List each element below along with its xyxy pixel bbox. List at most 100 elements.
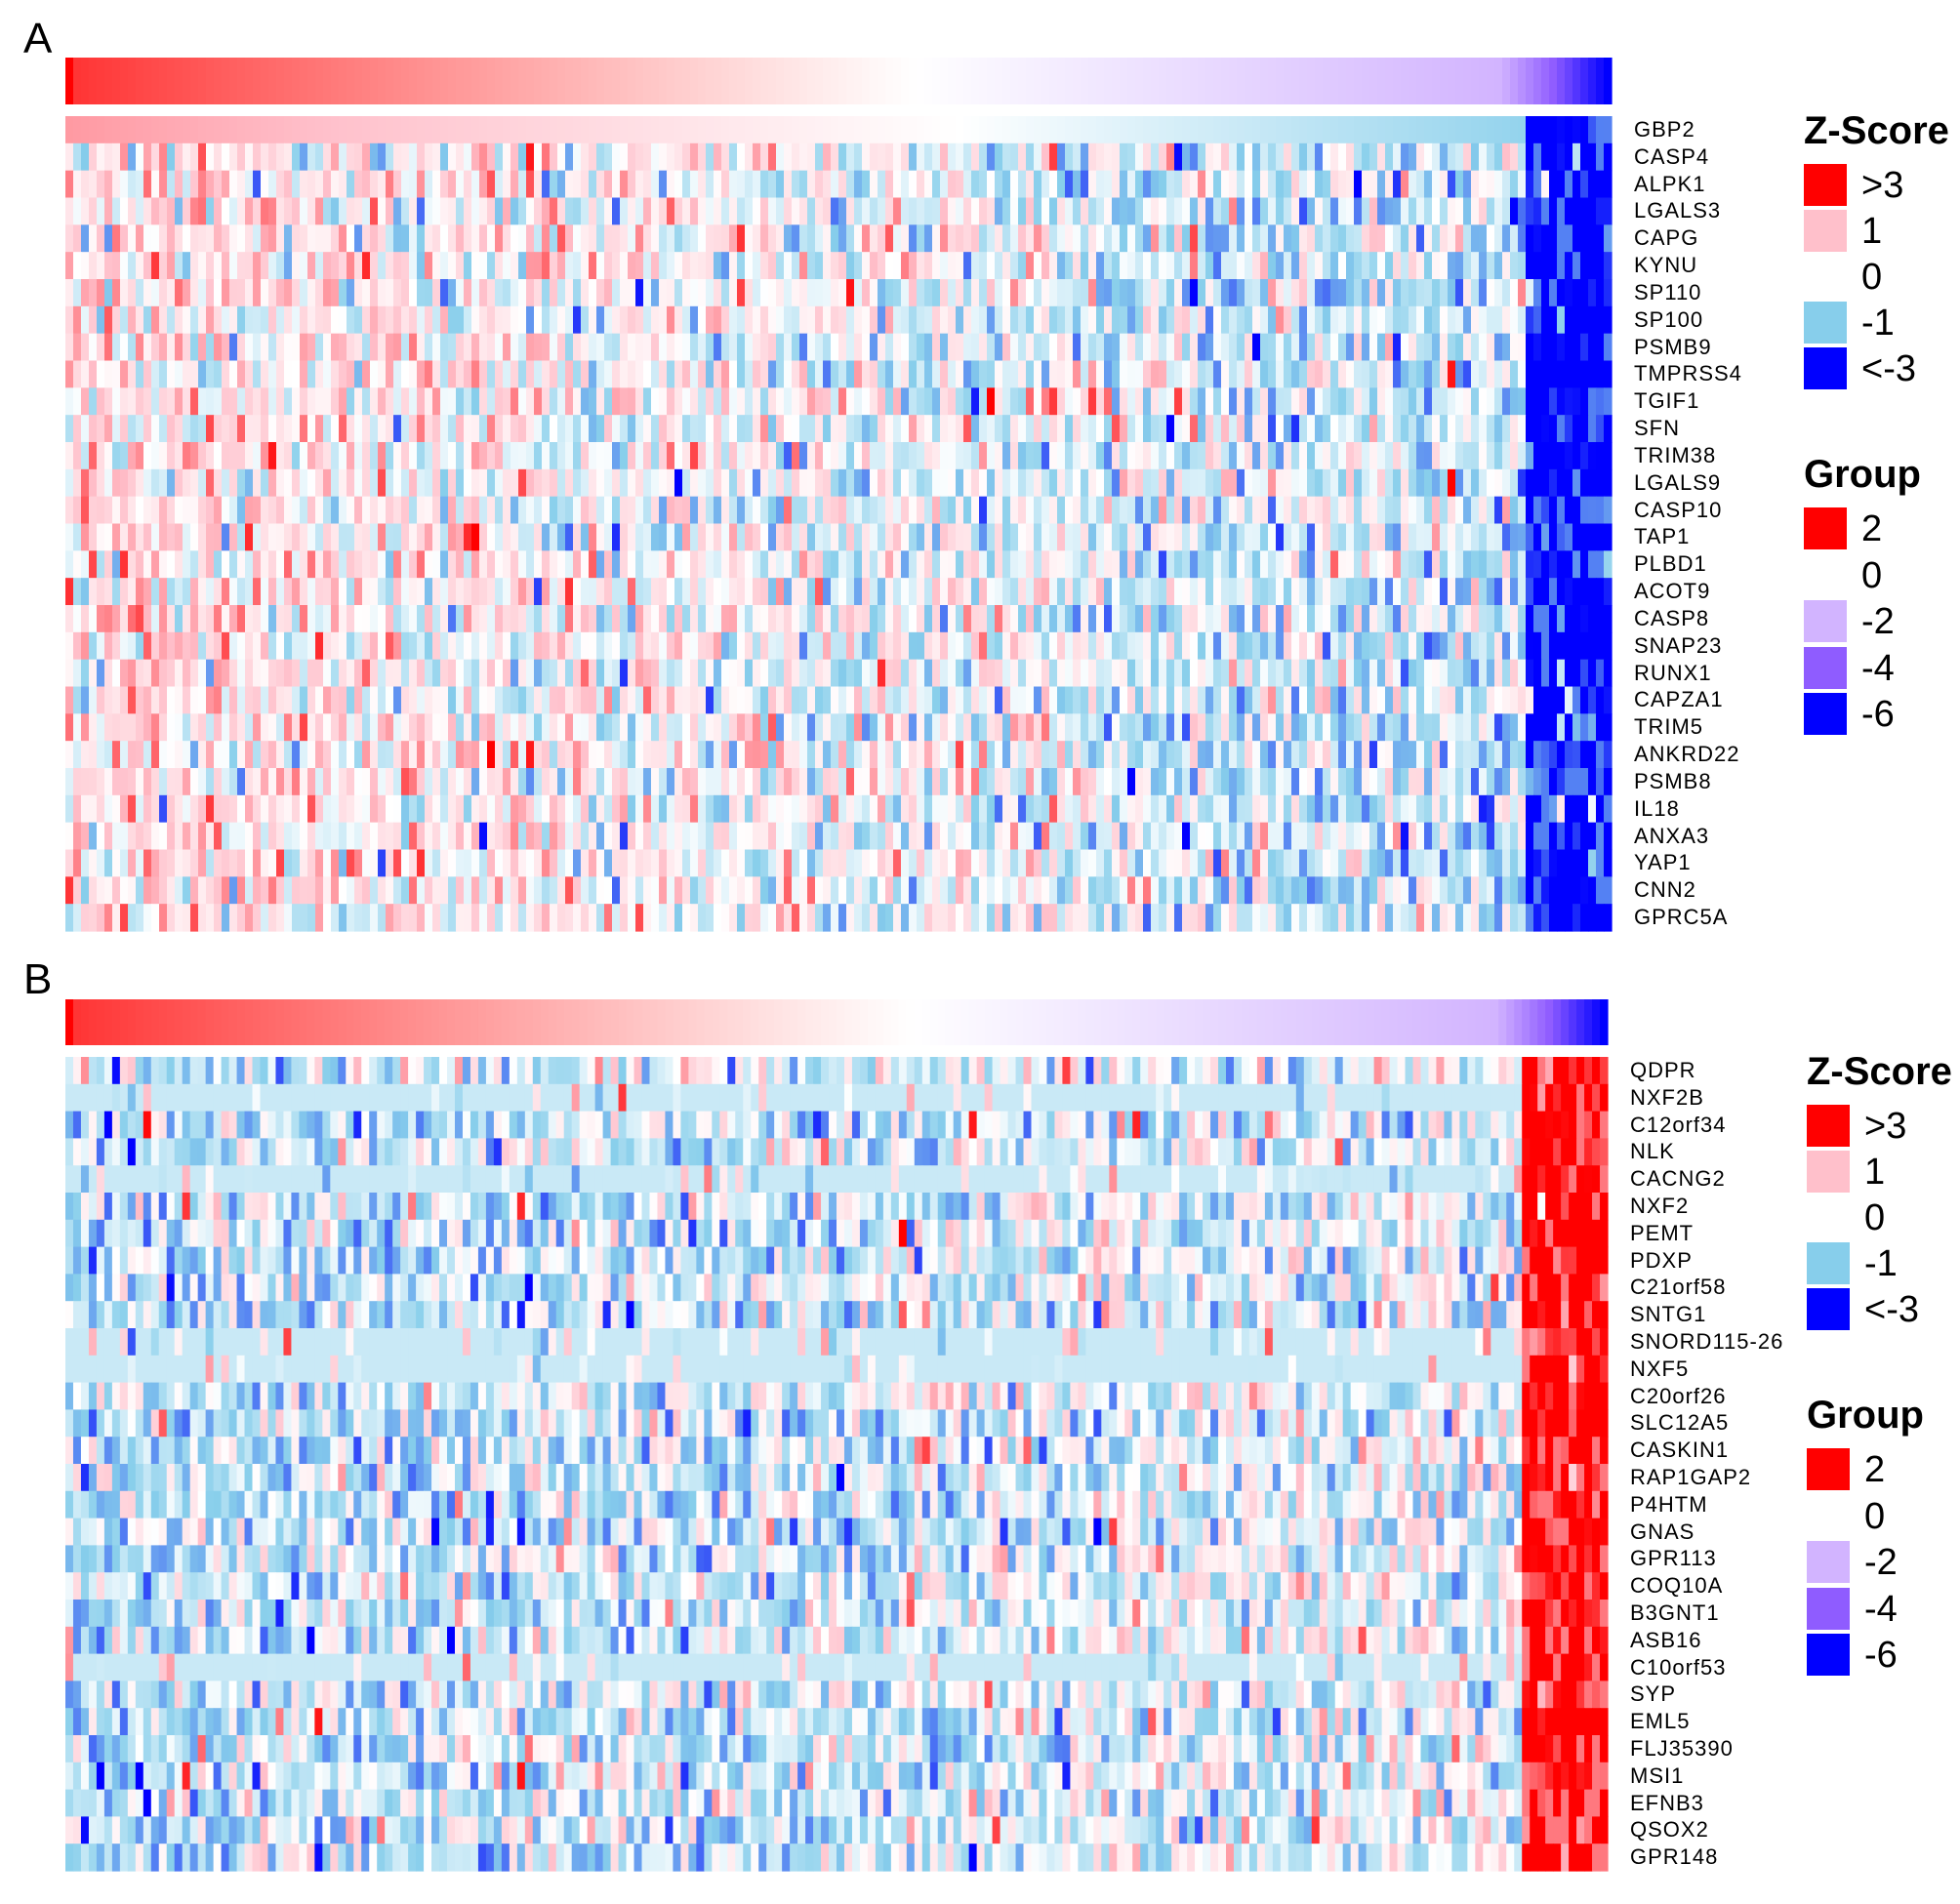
heatmap-cell [1166,686,1175,714]
heatmap-cell [1018,279,1027,307]
heatmap-cell [229,713,238,742]
heatmap-cell [1424,305,1433,335]
heatmap-cell [136,686,144,714]
heatmap-cell [1018,333,1027,362]
heatmap-cell [1213,252,1222,280]
heatmap-cell [745,387,754,416]
group-cell [604,58,613,104]
heatmap-cell [901,387,910,416]
heatmap-cell [729,523,738,551]
heatmap-cell [643,442,652,470]
heatmap-cell [893,360,902,388]
heatmap-cell [362,496,371,525]
heatmap-cell [878,197,886,225]
heatmap-cell [222,659,230,688]
heatmap-cell [659,387,668,416]
heatmap-cell [1104,197,1113,225]
heatmap-cell [667,142,675,172]
heatmap-cell [292,333,301,362]
heatmap-cell [846,279,855,307]
heatmap-cell [1081,468,1089,498]
heatmap-cell [1245,116,1253,144]
heatmap-cell [1424,550,1433,579]
gene-label: MSI1 [1630,1762,1685,1788]
heatmap-cell [175,224,184,253]
heatmap-cell [81,605,90,633]
heatmap-cell [1377,442,1386,470]
heatmap-cell [214,224,223,253]
heatmap-cell [417,741,426,769]
heatmap-cell [143,252,152,280]
gene-label: TGIF1 [1634,388,1700,414]
heatmap-cell [1604,631,1613,661]
gene-label: CAPG [1634,225,1699,251]
heatmap-cell [838,578,847,606]
heatmap-cell [604,116,613,144]
heatmap-cell [1127,252,1136,280]
gene-label: TRIM5 [1634,714,1703,740]
heatmap-cell [1284,631,1292,661]
heatmap-cell [456,360,465,388]
heatmap-cell [245,550,254,579]
heatmap-cell [760,305,769,335]
heatmap-cell [1487,631,1495,661]
heatmap-cell [784,333,793,362]
heatmap-cell [315,468,324,498]
heatmap-cell [667,631,675,661]
heatmap-cell [1377,305,1386,335]
heatmap-cell [589,279,597,307]
heatmap-cell [518,686,527,714]
heatmap-cell [1174,305,1183,335]
group-cell [347,58,355,104]
heatmap-cell [370,523,379,551]
heatmap-cell [495,631,504,661]
heatmap-cell [1362,252,1370,280]
heatmap-cell [354,224,363,253]
heatmap-cell [1205,387,1214,416]
heatmap-cell [1151,387,1160,416]
heatmap-cell [315,442,324,470]
heatmap-cell [838,333,847,362]
heatmap-cell [1081,333,1089,362]
heatmap-cell [1494,333,1503,362]
heatmap-cell [1245,496,1253,525]
heatmap-cell [948,442,957,470]
heatmap-cell [534,252,543,280]
heatmap-cell [151,578,160,606]
heatmap-cell [206,496,215,525]
heatmap-cell [1291,116,1300,144]
heatmap-cell [799,605,808,633]
heatmap-cell [1596,686,1605,714]
heatmap-cell [721,442,730,470]
heatmap-cell [1377,333,1386,362]
heatmap-cell [940,605,949,633]
heatmap-cell [237,605,246,633]
heatmap-cell [534,659,543,688]
heatmap-cell [339,468,347,498]
heatmap-cell [987,279,996,307]
heatmap-cell [987,713,996,742]
heatmap-cell [674,442,683,470]
heatmap-cell [963,659,972,688]
heatmap-cell [292,197,301,225]
heatmap-cell [464,578,472,606]
heatmap-cell [1159,279,1167,307]
heatmap-cell [245,468,254,498]
heatmap-cell [245,224,254,253]
heatmap-cell [487,415,496,443]
heatmap-cell [667,415,675,443]
heatmap-cell [1526,523,1534,551]
heatmap-cell [409,496,418,525]
heatmap-cell [643,468,652,498]
heatmap-cell [1323,116,1331,144]
group-cell [1455,58,1464,104]
heatmap-cell [1572,197,1581,225]
heatmap-cell [760,170,769,199]
heatmap-cell [1315,116,1324,144]
heatmap-cell [792,387,800,416]
heatmap-cell [284,442,293,470]
heatmap-cell [1213,605,1222,633]
heatmap-cell [222,741,230,769]
heatmap-cell [573,468,582,498]
heatmap-cell [128,631,137,661]
